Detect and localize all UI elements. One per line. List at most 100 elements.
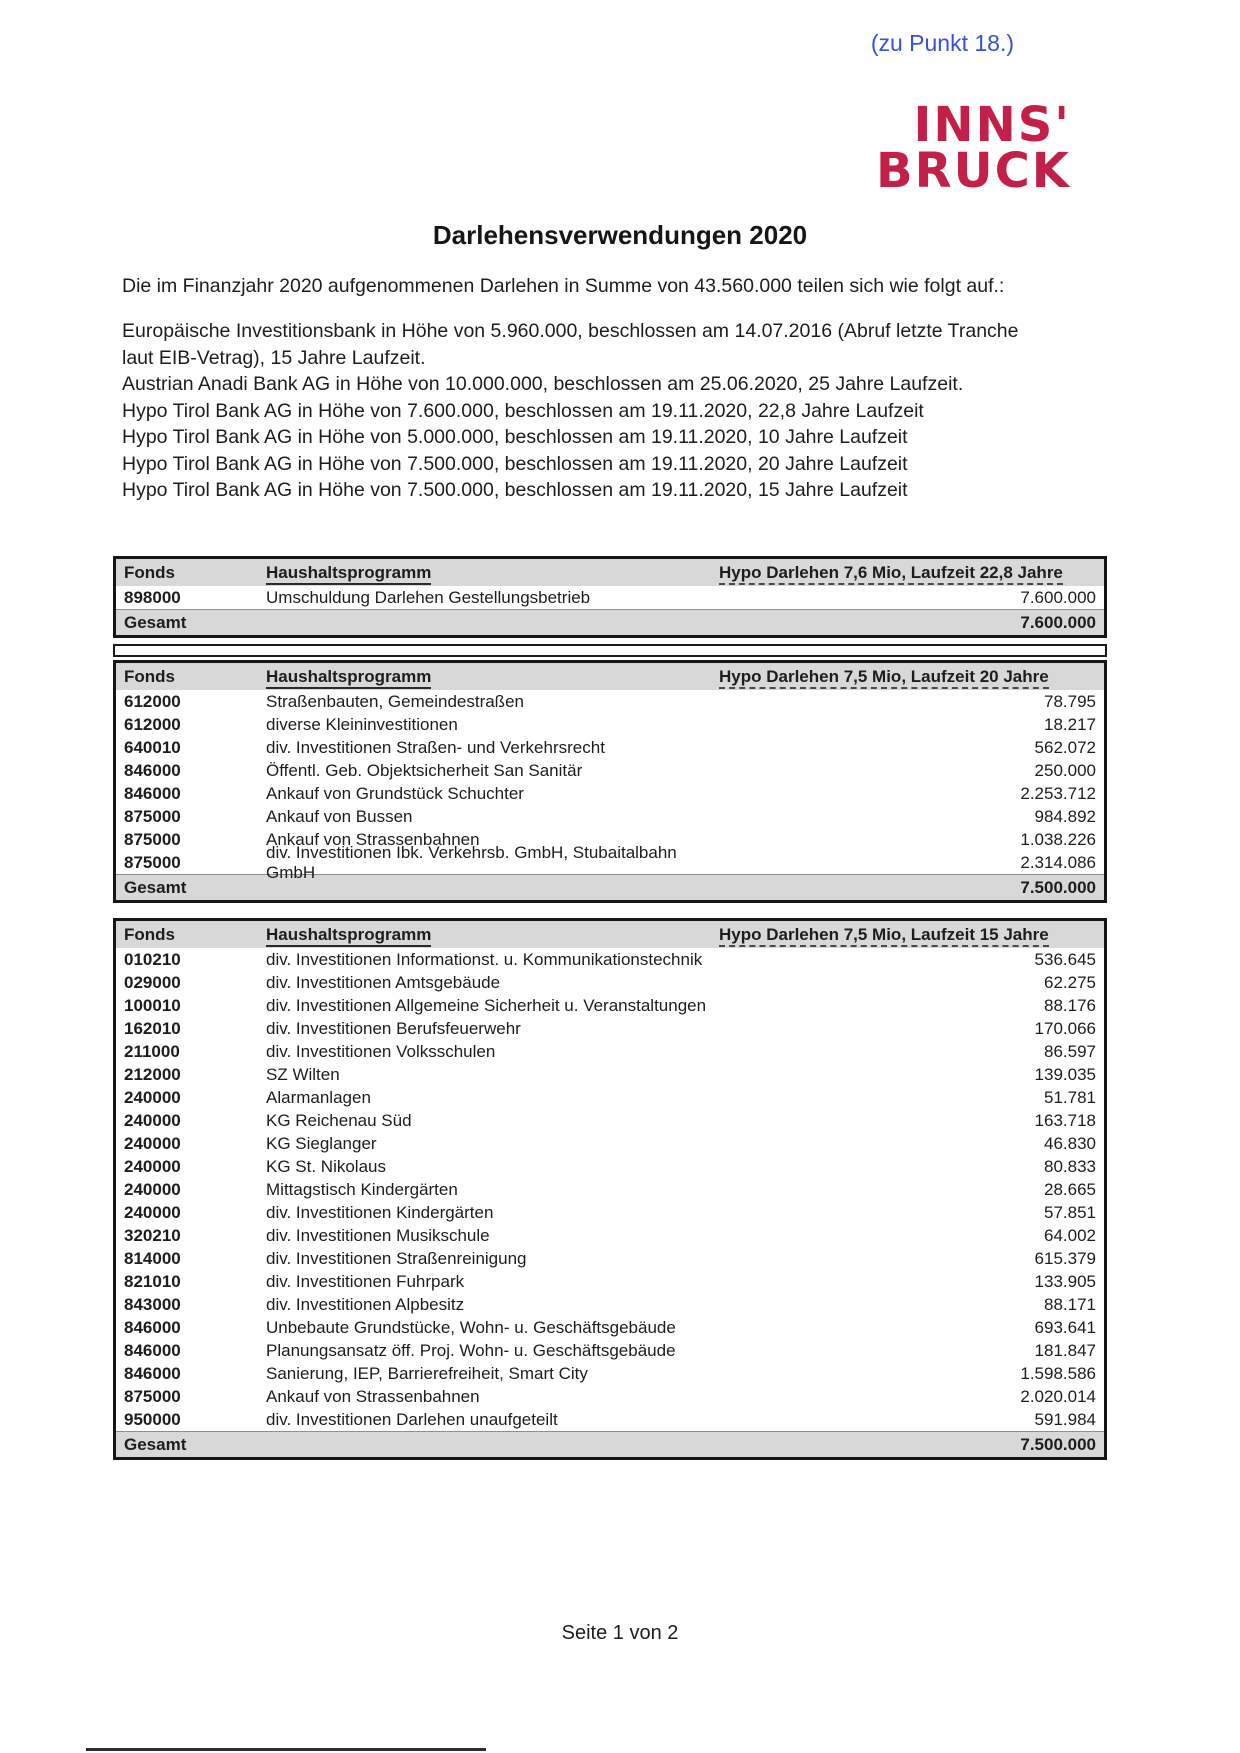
- amount-cell: 2.253.712: [1020, 783, 1096, 803]
- table-header-row: Fonds Haushaltsprogramm Hypo Darlehen 7,…: [116, 921, 1104, 948]
- table-row: 240000 KG St. Nikolaus 80.833: [116, 1155, 1104, 1178]
- amount-cell: 64.002: [1044, 1225, 1096, 1245]
- amount-cell: 62.275: [1044, 972, 1096, 992]
- program-cell: div. Investitionen Darlehen unaufgeteilt: [266, 1409, 558, 1429]
- amount-cell: 51.781: [1044, 1087, 1096, 1107]
- page-footer: Seite 1 von 2: [561, 1622, 679, 1644]
- innsbruck-logo: INNS' BRUCK: [0, 97, 1071, 195]
- loan-table-1: Fonds Haushaltsprogramm Hypo Darlehen 7,…: [113, 556, 1107, 638]
- fonds-cell: 640010: [124, 737, 181, 757]
- amount-cell: 18.217: [1044, 714, 1096, 734]
- program-cell: div. Investitionen Berufsfeuerwehr: [266, 1018, 521, 1038]
- fonds-cell: 846000: [124, 1317, 181, 1337]
- col-header-program-label: Haushaltsprogramm: [266, 666, 432, 689]
- col-header-amount-label: Hypo Darlehen 7,5 Mio, Laufzeit 15 Jahre: [719, 924, 1049, 947]
- fonds-cell: 846000: [124, 760, 181, 780]
- loan-item: Hypo Tirol Bank AG in Höhe von 5.000.000…: [122, 426, 908, 448]
- fonds-cell: 162010: [124, 1018, 181, 1038]
- fonds-cell: 212000: [124, 1064, 181, 1084]
- table-row: 846000 Planungsansatz öff. Proj. Wohn- u…: [116, 1339, 1104, 1362]
- table-row: 240000 Mittagstisch Kindergärten 28.665: [116, 1178, 1104, 1201]
- col-header-program: Haushaltsprogramm: [266, 562, 719, 585]
- table-row: 100010 div. Investitionen Allgemeine Sic…: [116, 994, 1104, 1017]
- total-amount: 7.600.000: [1020, 612, 1096, 632]
- fonds-cell: 950000: [124, 1409, 181, 1429]
- fonds-cell: 846000: [124, 1363, 181, 1383]
- fonds-cell: 875000: [124, 1386, 181, 1406]
- table-row: 010210 div. Investitionen Informationst.…: [116, 948, 1104, 971]
- table-header-row: Fonds Haushaltsprogramm Hypo Darlehen 7,…: [116, 663, 1104, 690]
- program-cell: Öffentl. Geb. Objektsicherheit San Sanit…: [266, 760, 583, 780]
- program-cell: div. Investitionen Straßenreinigung: [266, 1248, 527, 1268]
- fonds-cell: 320210: [124, 1225, 181, 1245]
- amount-cell: 88.171: [1044, 1294, 1096, 1314]
- table-row: 898000 Umschuldung Darlehen Gestellungsb…: [116, 586, 1104, 609]
- program-cell: div. Investitionen Musikschule: [266, 1225, 490, 1245]
- fonds-cell: 240000: [124, 1202, 181, 1222]
- amount-cell: 7.600.000: [1020, 587, 1096, 607]
- loan-list: Europäische Investitionsbank in Höhe von…: [122, 318, 1052, 504]
- program-cell: Ankauf von Grundstück Schuchter: [266, 783, 524, 803]
- col-header-fonds: Fonds: [124, 666, 175, 686]
- amount-cell: 88.176: [1044, 995, 1096, 1015]
- fonds-cell: 240000: [124, 1179, 181, 1199]
- page-title: Darlehensverwendungen 2020: [432, 220, 808, 250]
- program-cell: div. Investitionen Alpbesitz: [266, 1294, 465, 1314]
- total-label: Gesamt: [124, 1434, 187, 1454]
- program-cell: Sanierung, IEP, Barrierefreiheit, Smart …: [266, 1363, 588, 1383]
- total-amount: 7.500.000: [1020, 1434, 1096, 1454]
- table-row: 846000 Unbebaute Grundstücke, Wohn- u. G…: [116, 1316, 1104, 1339]
- fonds-cell: 010210: [124, 949, 181, 969]
- col-header-amount: Hypo Darlehen 7,5 Mio, Laufzeit 20 Jahre: [719, 666, 1104, 689]
- table-row: 846000 Ankauf von Grundstück Schuchter 2…: [116, 782, 1104, 805]
- table-row: 029000 div. Investitionen Amtsgebäude 62…: [116, 971, 1104, 994]
- program-cell: Ankauf von Bussen: [266, 806, 413, 826]
- table-row: 875000 div. Investitionen Ibk. Verkehrsb…: [116, 843, 1104, 882]
- program-cell: Ankauf von Strassenbahnen: [266, 829, 480, 849]
- col-header-program: Haushaltsprogramm: [266, 666, 719, 689]
- table-row: 240000 div. Investitionen Kindergärten 5…: [116, 1201, 1104, 1224]
- amount-cell: 693.641: [1034, 1317, 1096, 1337]
- program-cell: Ankauf von Strassenbahnen: [266, 1386, 480, 1406]
- fonds-cell: 846000: [124, 1340, 181, 1360]
- amount-cell: 562.072: [1034, 737, 1096, 757]
- amount-cell: 615.379: [1034, 1248, 1096, 1268]
- table-row: 875000 Ankauf von Strassenbahnen 1.038.2…: [116, 828, 1104, 851]
- amount-cell: 250.000: [1034, 760, 1096, 780]
- amount-cell: 536.645: [1034, 949, 1096, 969]
- table-total-row: Gesamt 7.500.000: [116, 1431, 1104, 1457]
- program-cell: div. Investitionen Straßen- und Verkehrs…: [266, 737, 605, 757]
- table-row: 950000 div. Investitionen Darlehen unauf…: [116, 1408, 1104, 1431]
- fonds-cell: 100010: [124, 995, 181, 1015]
- loan-item: Hypo Tirol Bank AG in Höhe von 7.500.000…: [122, 452, 908, 475]
- fonds-cell: 240000: [124, 1110, 181, 1130]
- fonds-cell: 821010: [124, 1271, 181, 1291]
- amount-cell: 1.038.226: [1020, 829, 1096, 849]
- table-row: 875000 Ankauf von Bussen 984.892: [116, 805, 1104, 828]
- fonds-cell: 814000: [124, 1248, 181, 1268]
- fonds-cell: 898000: [124, 587, 181, 607]
- amount-cell: 163.718: [1034, 1110, 1096, 1130]
- col-header-program-label: Haushaltsprogramm: [266, 924, 432, 947]
- program-cell: KG Reichenau Süd: [266, 1110, 412, 1130]
- table-row: 240000 KG Sieglanger 46.830: [116, 1132, 1104, 1155]
- program-cell: KG Sieglanger: [266, 1133, 377, 1153]
- loan-item: Austrian Anadi Bank AG in Höhe von 10.00…: [122, 373, 964, 395]
- fonds-cell: 240000: [124, 1156, 181, 1176]
- col-header-program: Haushaltsprogramm: [266, 924, 719, 947]
- fonds-cell: 612000: [124, 691, 181, 711]
- logo-line-1: INNS': [913, 97, 1071, 153]
- col-header-amount-label: Hypo Darlehen 7,5 Mio, Laufzeit 20 Jahre: [719, 666, 1049, 689]
- amount-cell: 2.314.086: [1020, 852, 1096, 872]
- program-cell: div. Investitionen Allgemeine Sicherheit…: [266, 995, 707, 1015]
- program-cell: div. Investitionen Amtsgebäude: [266, 972, 501, 992]
- col-header-program-label: Haushaltsprogramm: [266, 562, 432, 585]
- amount-cell: 170.066: [1034, 1018, 1096, 1038]
- amount-cell: 1.598.586: [1020, 1363, 1096, 1383]
- table-row: 846000 Sanierung, IEP, Barrierefreiheit,…: [116, 1362, 1104, 1385]
- fonds-cell: 612000: [124, 714, 181, 734]
- fonds-cell: 875000: [124, 806, 181, 826]
- fonds-cell: 875000: [124, 829, 181, 849]
- program-cell: diverse Kleininvestitionen: [266, 714, 458, 734]
